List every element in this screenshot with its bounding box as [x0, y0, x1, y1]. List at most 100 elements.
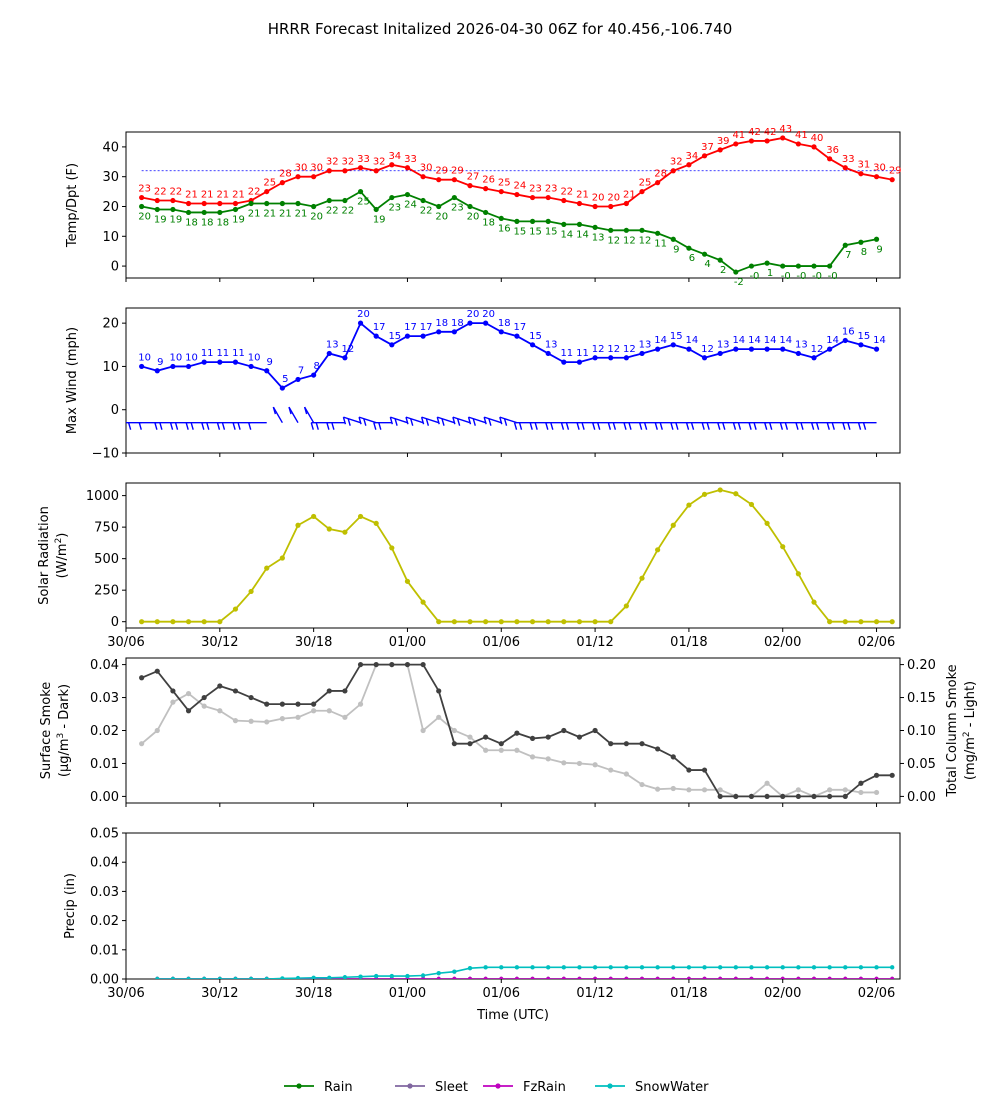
data-point-snowwater: [483, 965, 488, 970]
dewpoint-label: 11: [654, 238, 667, 249]
data-point-temperature: [498, 188, 504, 195]
dewpoint-label: 24: [404, 200, 417, 211]
data-point-snowwater: [561, 965, 567, 970]
wind-barb: [154, 422, 173, 430]
data-point-dewpoint: [827, 263, 833, 269]
data-point-total-column-smoke: [827, 787, 833, 793]
data-point-max-wind: [686, 346, 692, 352]
data-point-total-column-smoke: [592, 762, 598, 768]
wind-barb-feather: [722, 422, 726, 430]
wind-label: 18: [435, 318, 448, 329]
data-point-surface-smoke: [389, 661, 395, 668]
data-point-temperature: [201, 200, 207, 207]
temperature-label: 25: [498, 178, 511, 189]
data-point-total-column-smoke: [451, 727, 457, 734]
data-point-solar-radiation: [780, 544, 786, 550]
wind-barb-feather: [764, 422, 768, 430]
data-point-snowwater: [702, 965, 707, 970]
data-point-surface-smoke: [576, 734, 583, 740]
wind-barb-feather: [394, 418, 398, 426]
y-axis-label: Temp/Dpt (F): [65, 163, 80, 248]
data-point-total-column-smoke: [326, 708, 332, 714]
wind-barb: [342, 416, 361, 426]
series-line-dewpoint: [141, 190, 877, 274]
data-point-snowwater: [889, 965, 895, 970]
data-point-dewpoint: [561, 221, 567, 227]
data-point-surface-smoke: [436, 688, 442, 694]
axes-frame: [125, 832, 901, 980]
wind-barb-feather: [288, 406, 292, 415]
wind-label: 9: [157, 357, 163, 368]
data-point-snowwater: [436, 970, 441, 976]
data-point-dewpoint: [342, 197, 348, 204]
data-point-snowwater: [858, 965, 864, 970]
temperature-label: 30: [295, 163, 308, 174]
data-point-solar-radiation: [717, 487, 723, 493]
temperature-label: 21: [201, 190, 214, 201]
legend-label: Rain: [324, 1080, 353, 1095]
wind-barb-feather: [373, 422, 377, 430]
temperature-label: 20: [607, 192, 620, 203]
data-point-total-column-smoke: [639, 781, 645, 788]
data-point-max-wind: [389, 342, 395, 348]
data-point-solar-radiation: [576, 619, 583, 625]
data-point-max-wind: [264, 368, 270, 374]
data-point-max-wind: [592, 355, 598, 361]
data-point-fzrain: [561, 976, 567, 979]
y-tick-label: 20: [102, 317, 119, 332]
data-point-snowwater: [186, 976, 191, 979]
plot-area: [139, 661, 895, 800]
data-point-max-wind: [201, 359, 207, 365]
data-point-solar-radiation: [185, 619, 192, 625]
data-point-dewpoint: [733, 269, 739, 275]
wind-barb: [201, 422, 220, 430]
data-point-dewpoint: [686, 245, 692, 251]
wind-barb: [576, 422, 596, 430]
wind-barb-shaft: [390, 416, 408, 424]
data-point-total-column-smoke: [483, 747, 489, 753]
data-point-fzrain: [499, 976, 504, 979]
data-point-surface-smoke: [608, 741, 614, 747]
wind-barb-feather: [441, 418, 445, 426]
dewpoint-label: 12: [607, 235, 620, 246]
y-tick-label: 0.02: [90, 724, 119, 739]
data-point-max-wind: [498, 329, 504, 335]
axes-frame: [125, 657, 901, 804]
wind-barb-feather: [452, 416, 456, 425]
data-point-dewpoint: [389, 194, 395, 201]
x-tick-label: 02/00: [764, 635, 801, 650]
dewpoint-label: 18: [216, 217, 229, 228]
data-point-snowwater: [420, 973, 426, 978]
data-point-solar-radiation: [170, 619, 176, 625]
data-point-surface-smoke: [342, 688, 348, 694]
data-point-dewpoint: [858, 239, 864, 245]
data-point-solar-radiation: [889, 619, 895, 625]
wind-label: 12: [592, 344, 605, 355]
data-point-temperature: [733, 141, 739, 147]
data-point-temperature: [357, 165, 364, 171]
temperature-label: 30: [310, 163, 323, 174]
dewpoint-label: 22: [420, 206, 433, 217]
temperature-label: 21: [216, 190, 229, 201]
wind-label: 14: [732, 335, 745, 346]
temperature-label: 28: [279, 169, 292, 180]
data-point-snowwater: [764, 965, 770, 970]
wind-barb: [483, 416, 502, 426]
data-point-snowwater: [624, 965, 629, 970]
data-point-snowwater: [295, 975, 301, 979]
data-point-snowwater: [499, 965, 504, 970]
temperature-label: 21: [185, 190, 198, 201]
x-tick-label: 01/18: [670, 986, 707, 1001]
data-point-snowwater: [514, 965, 520, 970]
data-point-surface-smoke: [717, 793, 723, 800]
data-point-temperature: [858, 171, 864, 177]
temperature-label: 33: [357, 154, 370, 165]
wind-label: 13: [545, 339, 558, 350]
wind-barb-feather: [436, 416, 440, 425]
series-line-total-column-smoke: [141, 663, 877, 798]
data-point-temperature: [686, 162, 692, 168]
data-point-snowwater: [545, 965, 551, 970]
data-point-max-wind: [342, 355, 348, 361]
wind-barb: [513, 422, 533, 430]
dewpoint-label: 4: [704, 259, 710, 270]
